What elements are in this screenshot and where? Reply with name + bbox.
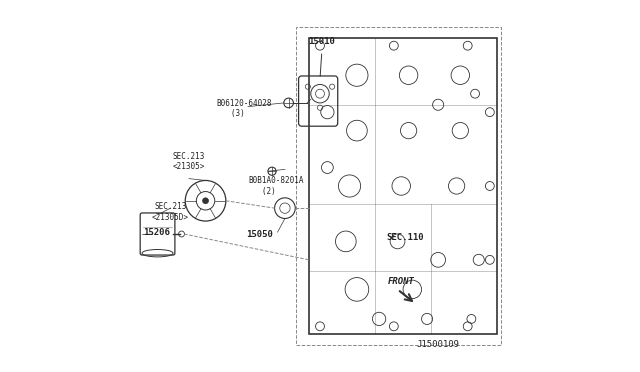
Text: B0B1A0-8201A
   (2): B0B1A0-8201A (2) xyxy=(248,176,303,196)
Text: 15010: 15010 xyxy=(308,37,335,46)
Text: FRONT: FRONT xyxy=(388,278,415,286)
Text: SEC.110: SEC.110 xyxy=(386,233,424,242)
Text: SEC.213
<21305>: SEC.213 <21305> xyxy=(173,152,205,171)
Text: 15206: 15206 xyxy=(143,228,170,237)
Bar xyxy=(296,27,501,345)
Text: B06120-64028
   (3): B06120-64028 (3) xyxy=(216,99,272,118)
Text: 15050: 15050 xyxy=(246,230,273,239)
Circle shape xyxy=(203,198,209,204)
Text: J1500109: J1500109 xyxy=(417,340,460,349)
Text: SEC.213
<21305D>: SEC.213 <21305D> xyxy=(152,202,189,222)
